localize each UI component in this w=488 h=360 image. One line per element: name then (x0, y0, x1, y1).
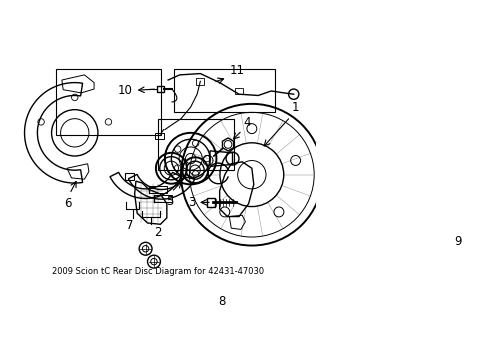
Text: 5: 5 (166, 195, 173, 208)
Bar (386, 149, 428, 201)
Text: 9: 9 (453, 235, 461, 248)
Bar (149, 186, 167, 193)
Text: 3: 3 (187, 196, 195, 209)
Bar (235, 88, 243, 94)
Text: 7: 7 (125, 219, 133, 232)
Bar (388, 162, 426, 198)
Text: 2: 2 (154, 226, 161, 239)
Bar (56, 69, 161, 135)
Bar (157, 86, 163, 92)
Text: 6: 6 (64, 197, 72, 210)
Bar (446, 159, 484, 195)
Bar (196, 78, 204, 85)
Bar (174, 69, 274, 112)
Bar (155, 133, 164, 139)
Text: 8: 8 (218, 295, 225, 308)
Bar (158, 119, 233, 170)
Text: 10: 10 (118, 84, 132, 97)
Text: 2009 Scion tC Rear Disc Diagram for 42431-47030: 2009 Scion tC Rear Disc Diagram for 4243… (52, 267, 264, 276)
Bar (444, 146, 486, 197)
Text: 1: 1 (291, 101, 299, 114)
Bar (125, 173, 134, 180)
Text: 4: 4 (243, 116, 250, 129)
Bar (154, 195, 172, 202)
Bar (206, 198, 214, 207)
Text: 11: 11 (229, 64, 244, 77)
